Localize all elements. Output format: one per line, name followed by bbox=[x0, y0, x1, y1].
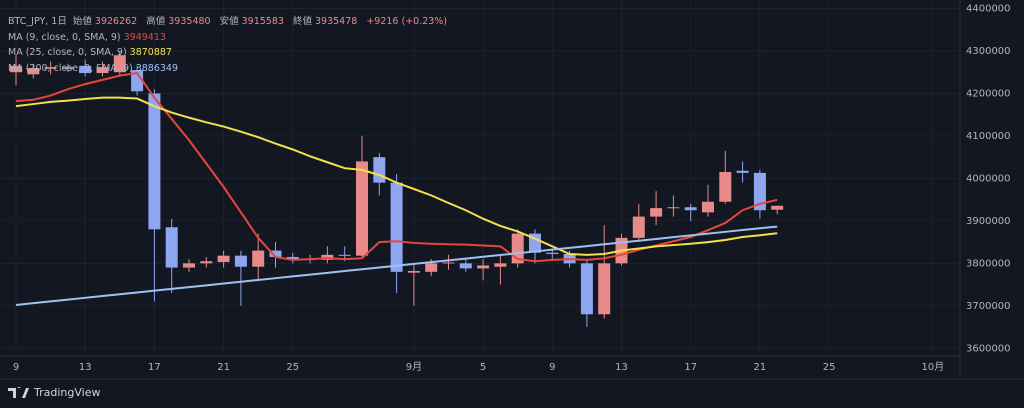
value: 3935480 bbox=[168, 16, 211, 27]
candle-body bbox=[286, 256, 299, 260]
label: 高値 bbox=[146, 16, 166, 27]
label: 安値 bbox=[219, 16, 239, 27]
brand: TradingView bbox=[8, 386, 100, 399]
candle-body bbox=[580, 263, 593, 315]
candle-body bbox=[148, 93, 161, 230]
candle-body bbox=[252, 250, 265, 267]
x-tick-label: 25 bbox=[823, 362, 836, 373]
change: +9216 (+0.23%) bbox=[366, 16, 448, 27]
ma-row: MA (25, close, 0, SMA, 9) 3870887 bbox=[8, 45, 450, 61]
ma-name: MA (25, close, 0, SMA, 9) bbox=[8, 47, 127, 58]
candle-body bbox=[719, 172, 732, 202]
header-row: BTC_JPY, 1日 始値 3926262 高値 3935480 安値 391558… bbox=[8, 14, 450, 30]
ma-row: MA (9, close, 0, SMA, 9) 3949413 bbox=[8, 30, 450, 46]
ma-name: MA (200, close, 0, SMA, 9) bbox=[8, 62, 133, 74]
x-tick-label: 13 bbox=[79, 362, 92, 373]
x-tick-label: 13 bbox=[615, 362, 628, 373]
ma-row: MA (200, close, 0, SMA, 9) 3886349 bbox=[8, 61, 450, 77]
candle-body bbox=[96, 67, 109, 74]
candle-body bbox=[61, 67, 74, 69]
candle-body bbox=[183, 263, 195, 268]
candle-body bbox=[425, 263, 438, 272]
logo bbox=[8, 386, 29, 398]
candle-body bbox=[407, 270, 420, 273]
candle-body bbox=[200, 261, 213, 264]
y-tick-label: 3800000 bbox=[966, 258, 1011, 269]
x-tick-label: 17 bbox=[148, 362, 161, 373]
candle-body bbox=[442, 262, 455, 264]
candle-body bbox=[598, 263, 611, 315]
y-tick-label: 4300000 bbox=[966, 46, 1011, 57]
ma-value: 3949413 bbox=[123, 31, 166, 43]
candle-body bbox=[702, 201, 714, 213]
value: 3915583 bbox=[241, 16, 284, 27]
candle-body bbox=[131, 70, 144, 92]
value: 3926262 bbox=[94, 16, 138, 27]
symbol: BTC_JPY, 1日 bbox=[8, 16, 67, 27]
candle-body bbox=[650, 208, 663, 217]
candle-body bbox=[217, 255, 230, 263]
candle-body bbox=[771, 205, 784, 210]
x-tick-label: 21 bbox=[754, 362, 767, 373]
label: 終値 bbox=[292, 16, 312, 27]
candle-body bbox=[356, 161, 368, 256]
y-tick-label: 3900000 bbox=[966, 216, 1011, 227]
candle-body bbox=[753, 172, 766, 211]
x-tick-label: 17 bbox=[684, 362, 697, 373]
candle-body bbox=[79, 65, 92, 74]
candle-body bbox=[113, 55, 126, 73]
x-tick-label: 10月 bbox=[922, 361, 945, 373]
candle-body bbox=[165, 227, 178, 268]
value: 3935478 bbox=[314, 16, 358, 27]
candle-body bbox=[494, 263, 507, 267]
y-tick-label: 3700000 bbox=[966, 301, 1011, 312]
legend: BTC_JPY, 1日 始値 3926262 高値 3935480 安値 391558… bbox=[8, 14, 450, 76]
x-tick-label: 21 bbox=[217, 362, 230, 373]
ma-line bbox=[15, 225, 778, 306]
y-tick-label: 4100000 bbox=[966, 131, 1011, 142]
x-tick-label: 25 bbox=[286, 362, 299, 373]
x-tick-label: 9 bbox=[549, 362, 555, 373]
candle-body bbox=[373, 157, 386, 183]
ma-value: 3870887 bbox=[129, 47, 172, 58]
candle-body bbox=[27, 67, 40, 75]
candle-body bbox=[390, 182, 403, 272]
candle-body bbox=[269, 250, 282, 257]
candle-body bbox=[234, 255, 247, 267]
x-tick-label: 9 bbox=[13, 362, 19, 373]
y-tick-label: 4400000 bbox=[966, 3, 1011, 14]
candle-body bbox=[44, 67, 57, 69]
ma-legend: MA (9, close, 0, SMA, 9) 3949413 MA (25, c… bbox=[8, 30, 450, 77]
ma-line bbox=[15, 96, 778, 256]
brand-name: TradingView bbox=[34, 386, 101, 399]
candle-body bbox=[546, 252, 559, 254]
ma-name: MA (9, close, 0, SMA, 9) bbox=[8, 31, 121, 43]
candle-body bbox=[684, 207, 697, 211]
candle-body bbox=[477, 265, 490, 269]
candle-body bbox=[632, 216, 645, 238]
candle-body bbox=[10, 65, 22, 73]
y-tick-label: 3600000 bbox=[966, 343, 1011, 354]
y-tick-label: 4200000 bbox=[966, 88, 1011, 99]
candle-body bbox=[736, 170, 749, 173]
x-tick-label: 9月 bbox=[406, 361, 422, 373]
label: 始値 bbox=[72, 16, 92, 27]
ma-value: 3886349 bbox=[135, 62, 179, 74]
candle-body bbox=[338, 254, 351, 256]
x-tick-label: 5 bbox=[480, 362, 486, 373]
y-tick-label: 4000000 bbox=[966, 173, 1011, 184]
candle-body bbox=[459, 263, 472, 269]
candle-body bbox=[667, 207, 680, 209]
